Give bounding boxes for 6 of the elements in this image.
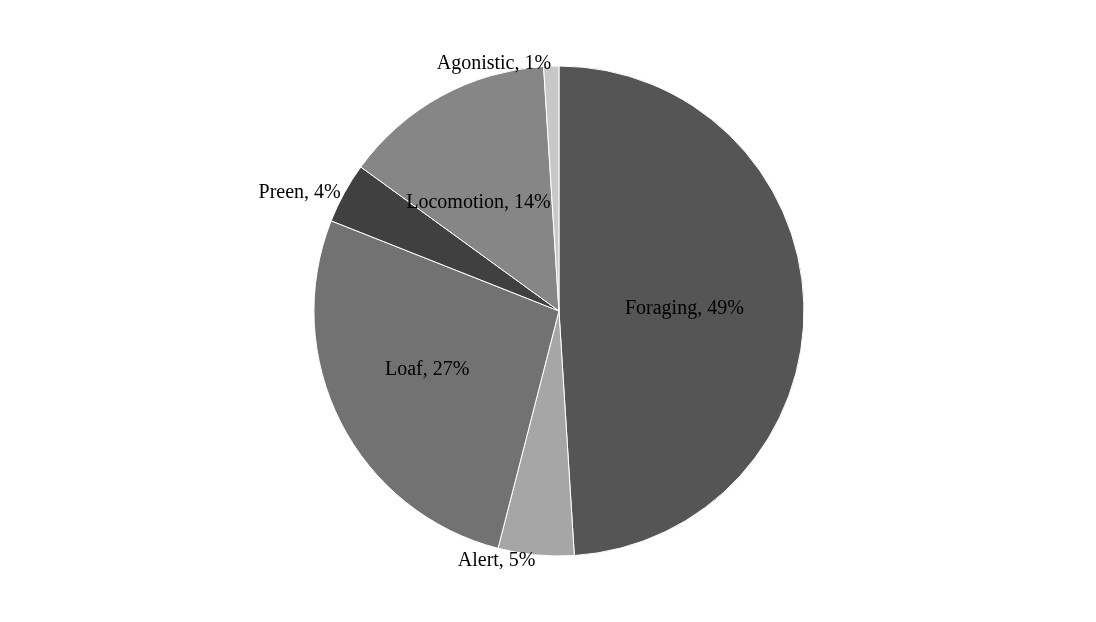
slice-label: Agonistic, 1% [436, 51, 552, 75]
slice-label: Foraging, 49% [624, 296, 744, 320]
slice-label: Preen, 4% [258, 180, 341, 203]
slice-label: Locomotion, 14% [406, 190, 551, 213]
slice-label: Alert, 5% [457, 547, 536, 570]
slice-label: Loaf, 27% [384, 356, 470, 379]
